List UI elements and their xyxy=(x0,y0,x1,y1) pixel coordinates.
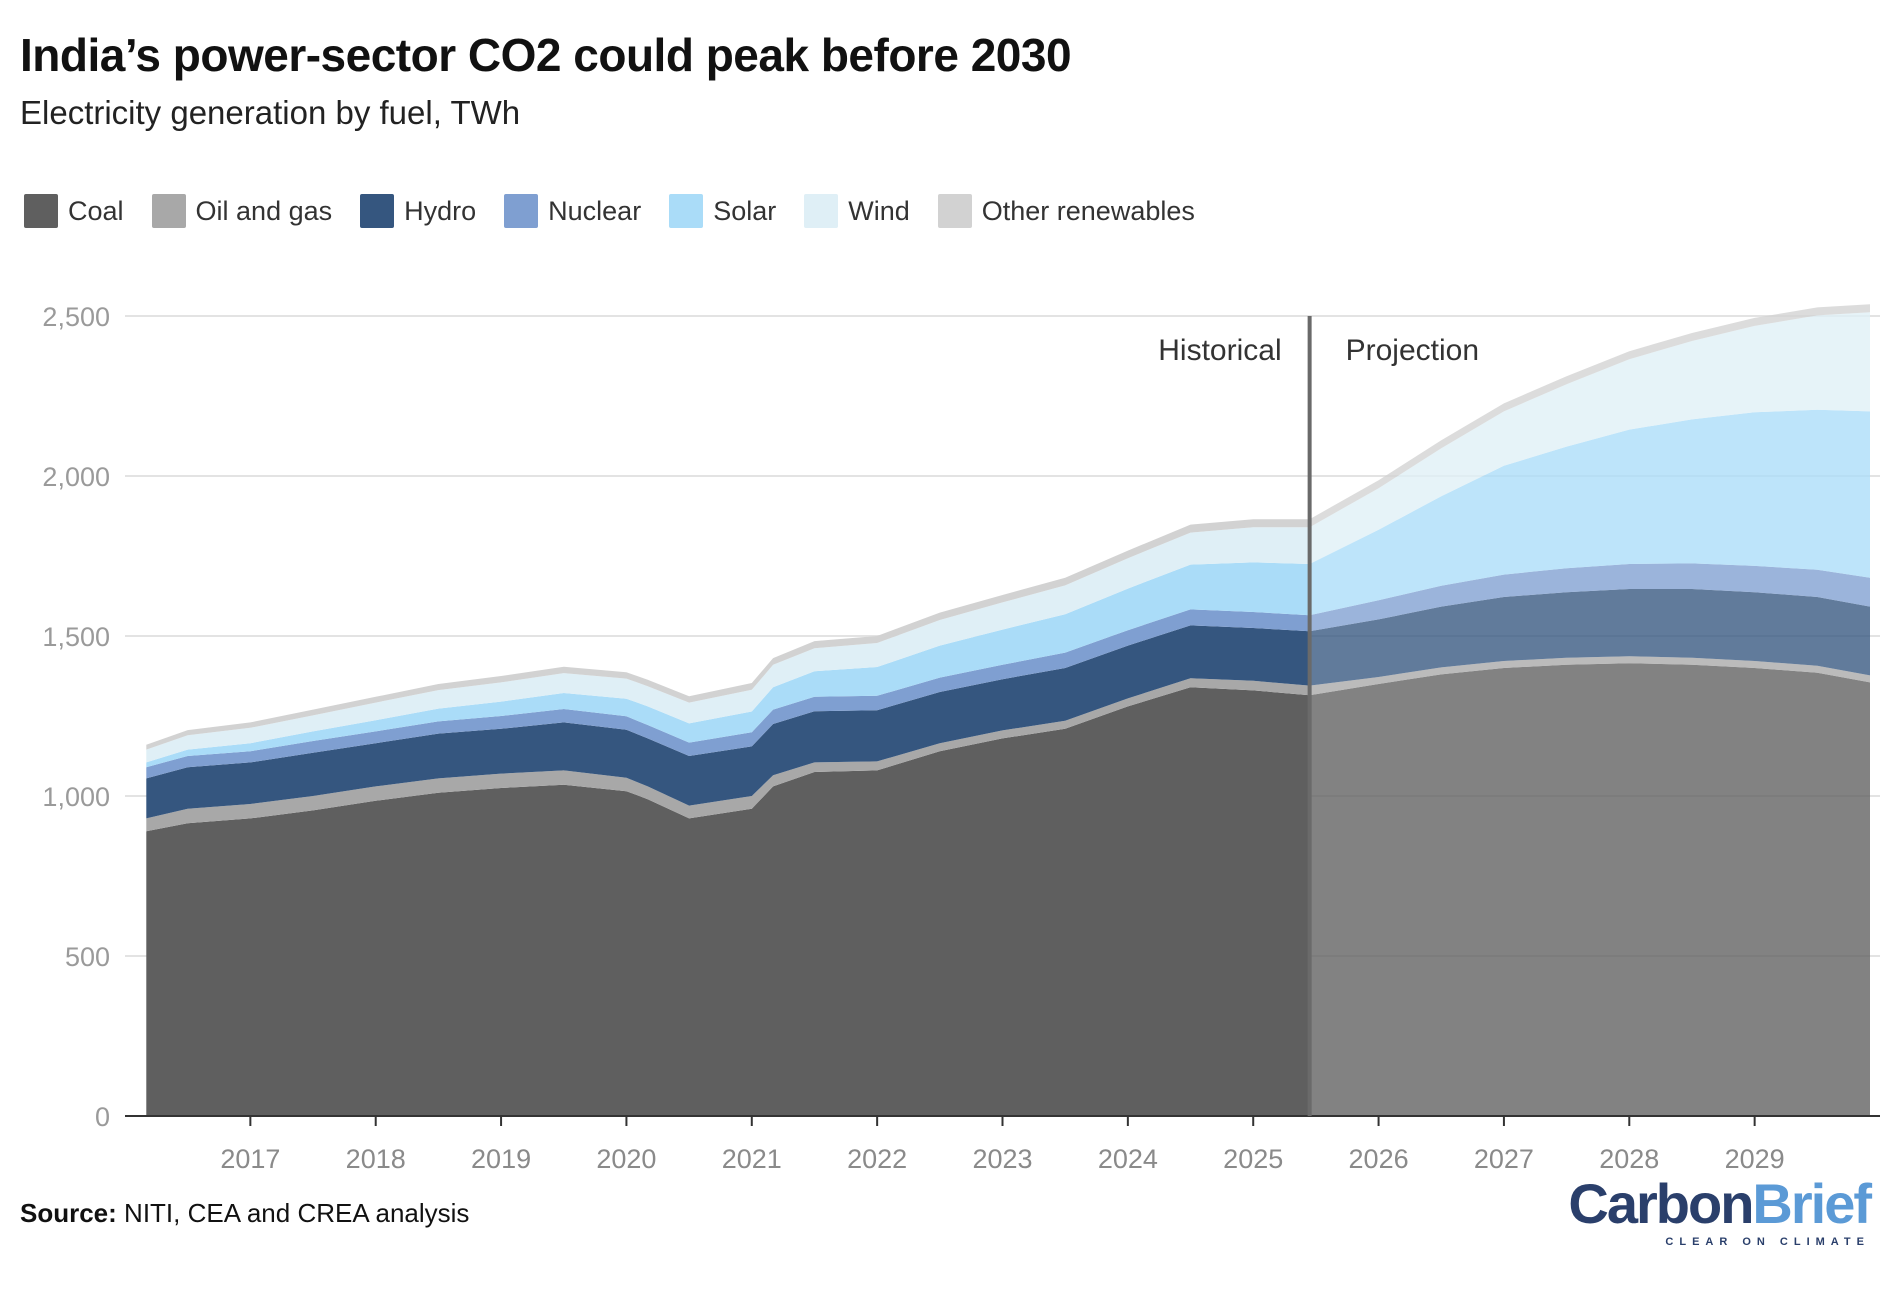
carbon-brief-logo[interactable]: CarbonBrief CLEAR ON CLIMATE xyxy=(1568,1176,1872,1249)
legend-swatch xyxy=(504,194,539,228)
x-tick-label: 2028 xyxy=(1599,1144,1659,1170)
x-tick-label: 2019 xyxy=(471,1144,531,1170)
legend-swatch xyxy=(937,194,972,228)
x-tick-label: 2018 xyxy=(346,1144,406,1170)
x-tick-label: 2027 xyxy=(1474,1144,1534,1170)
source-label: Source: xyxy=(20,1198,117,1228)
legend-label: Wind xyxy=(848,195,910,226)
x-tick-label: 2025 xyxy=(1223,1144,1283,1170)
legend-item-oil-and-gas[interactable]: Oil and gas xyxy=(151,194,333,228)
area-projection-wind xyxy=(1309,312,1870,564)
legend-item-nuclear[interactable]: Nuclear xyxy=(504,194,641,228)
legend-swatch xyxy=(360,194,395,228)
area-projection-hydro xyxy=(1309,589,1870,686)
area-historical-nuclear xyxy=(146,609,1310,779)
x-tick-label: 2024 xyxy=(1098,1144,1158,1170)
legend-label: Nuclear xyxy=(548,195,642,226)
legend-swatch xyxy=(151,194,186,228)
x-tick-label: 2023 xyxy=(972,1144,1032,1170)
y-tick-label: 1,500 xyxy=(42,622,110,652)
y-tick-label: 2,500 xyxy=(42,302,110,332)
y-tick-label: 2,000 xyxy=(42,462,110,492)
x-tick-label: 2022 xyxy=(847,1144,907,1170)
legend-label: Coal xyxy=(68,195,124,226)
legend-label: Hydro xyxy=(404,195,477,226)
historical-label: Historical xyxy=(1158,334,1281,367)
stacked-area-chart: 0 500 1,000 1,500 2,000 2,500 2017 2018 2019 2020… xyxy=(42,302,1880,1170)
area-historical-oil-and-gas xyxy=(146,678,1310,832)
area-projection-solar xyxy=(1309,409,1870,616)
legend-swatch xyxy=(804,194,839,228)
x-tick-label: 2029 xyxy=(1725,1144,1785,1170)
source-note: Source: NITI, CEA and CREA analysis xyxy=(20,1198,469,1229)
x-tick-label: 2017 xyxy=(220,1144,280,1170)
logo-carbon: Carbon xyxy=(1568,1172,1754,1235)
area-historical-hydro xyxy=(146,625,1310,819)
area-projection-oil-and-gas xyxy=(1309,656,1870,696)
y-tick-label: 1,000 xyxy=(42,782,110,812)
x-tick-label: 2020 xyxy=(596,1144,656,1170)
legend-label: Other renewables xyxy=(981,195,1195,226)
logo-wordmark: CarbonBrief xyxy=(1568,1176,1872,1232)
y-tick-label: 500 xyxy=(65,942,110,972)
legend-item-coal[interactable]: Coal xyxy=(24,194,124,228)
area-historical-solar xyxy=(146,562,1310,768)
legend: Coal Oil and gas Hydro Nuclear Solar Wind Othe… xyxy=(24,194,1223,228)
y-tick-label: 0 xyxy=(95,1102,110,1132)
legend-item-solar[interactable]: Solar xyxy=(669,194,776,228)
source-text: NITI, CEA and CREA analysis xyxy=(124,1198,470,1228)
projection-label: Projection xyxy=(1346,334,1479,367)
legend-swatch xyxy=(24,194,58,228)
legend-item-other-renewables[interactable]: Other renewables xyxy=(937,194,1195,228)
legend-label: Solar xyxy=(713,195,777,226)
area-projection-nuclear xyxy=(1309,563,1870,632)
legend-item-hydro[interactable]: Hydro xyxy=(360,194,476,228)
chart-subtitle: Electricity generation by fuel, TWh xyxy=(20,94,521,131)
area-historical-coal xyxy=(146,687,1310,1116)
area-projection-coal xyxy=(1309,663,1870,1116)
logo-tagline: CLEAR ON CLIMATE xyxy=(1665,1236,1870,1248)
legend-swatch xyxy=(669,194,704,228)
area-historical-wind xyxy=(146,527,1310,763)
legend-label: Oil and gas xyxy=(195,195,333,226)
legend-item-wind[interactable]: Wind xyxy=(804,194,910,228)
x-tick-label: 2026 xyxy=(1349,1144,1409,1170)
chart-title: India’s power-sector CO2 could peak befo… xyxy=(20,29,1072,81)
x-tick-label: 2021 xyxy=(722,1144,782,1170)
logo-brief: Brief xyxy=(1752,1172,1872,1235)
